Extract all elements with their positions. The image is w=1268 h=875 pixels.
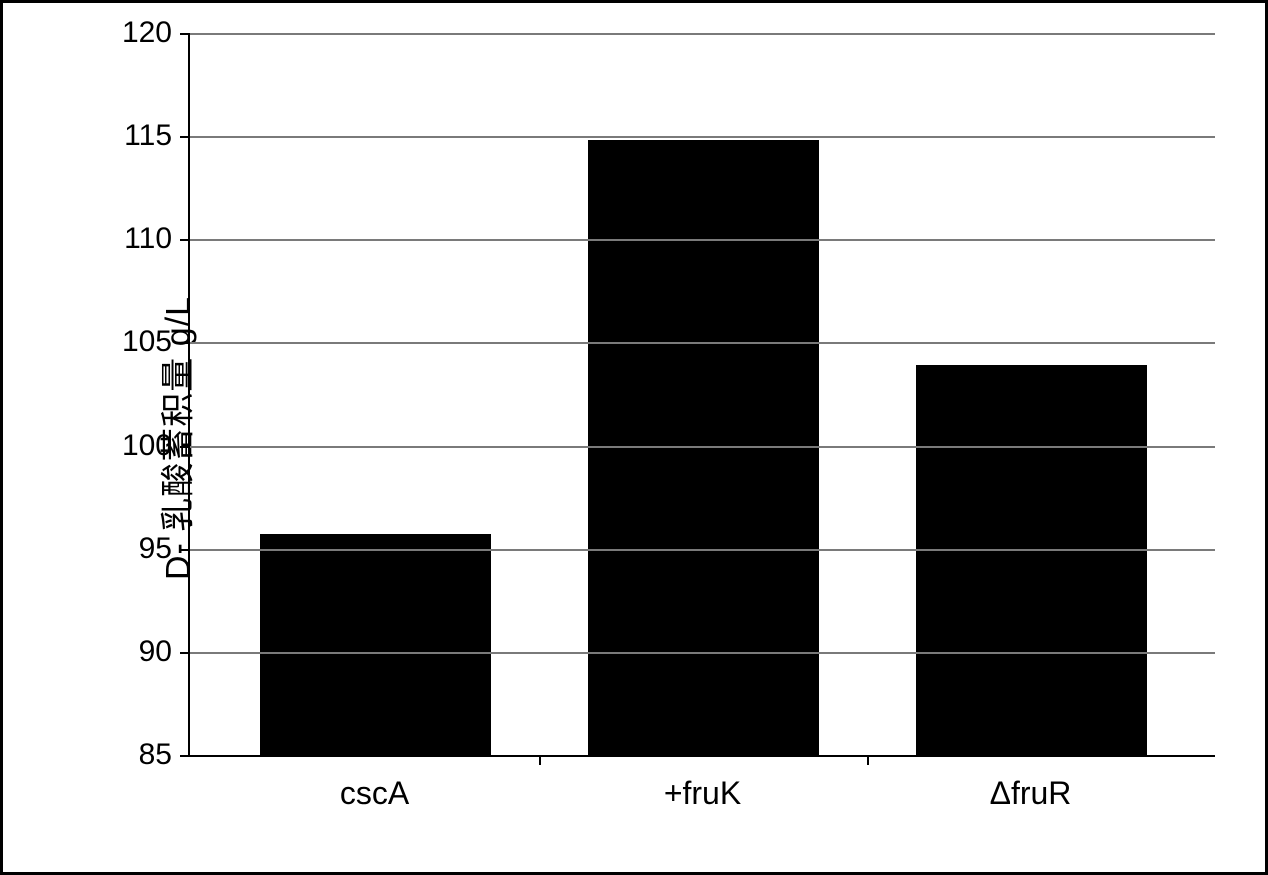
y-tick-label: 95 <box>139 532 172 566</box>
y-tick-label: 90 <box>139 635 172 669</box>
gridline <box>190 446 1215 448</box>
y-tick-mark <box>180 136 190 138</box>
gridline <box>190 33 1215 35</box>
bar-+fruK <box>588 140 819 755</box>
category-label: cscA <box>340 775 409 812</box>
plot-area: 859095100105110115120cscA+fruKΔfruR <box>188 33 1215 757</box>
gridline <box>190 239 1215 241</box>
y-tick-mark <box>180 549 190 551</box>
bar-cscA <box>260 534 491 755</box>
y-tick-mark <box>180 239 190 241</box>
gridline <box>190 136 1215 138</box>
x-tick-mark <box>867 755 869 765</box>
y-tick-mark <box>180 652 190 654</box>
y-tick-mark <box>180 33 190 35</box>
category-label: ΔfruR <box>990 775 1072 812</box>
y-tick-label: 110 <box>124 222 172 256</box>
plot-outer: 859095100105110115120cscA+fruKΔfruR <box>188 33 1215 757</box>
gridline <box>190 652 1215 654</box>
chart-outer-frame: D- 乳酸蓄积量 g/L 859095100105110115120cscA+f… <box>0 0 1268 875</box>
y-tick-label: 115 <box>124 119 172 153</box>
y-tick-mark <box>180 342 190 344</box>
gridline <box>190 549 1215 551</box>
bar-ΔfruR <box>916 365 1147 755</box>
y-tick-label: 120 <box>122 16 172 50</box>
chart-wrap: D- 乳酸蓄积量 g/L 859095100105110115120cscA+f… <box>33 23 1235 852</box>
gridline <box>190 342 1215 344</box>
y-tick-mark <box>180 446 190 448</box>
y-tick-mark <box>180 755 190 757</box>
y-tick-label: 85 <box>139 738 172 772</box>
category-label: +fruK <box>664 775 741 812</box>
y-tick-label: 100 <box>122 429 172 463</box>
bars-layer <box>190 33 1215 755</box>
y-tick-label: 105 <box>122 325 172 359</box>
x-tick-mark <box>539 755 541 765</box>
